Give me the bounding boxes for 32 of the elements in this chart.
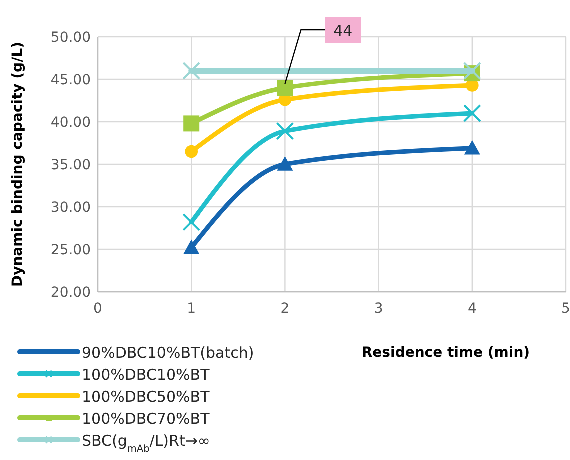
x-tick-label: 0 <box>94 301 102 317</box>
point <box>184 240 200 254</box>
y-tick-label: 35.00 <box>50 158 91 174</box>
point <box>463 104 482 122</box>
point <box>463 62 482 80</box>
legend-label: SBC(g$_{mAb}$/L)Rt→∞ <box>82 432 210 454</box>
y-tick-label: 50.00 <box>50 30 91 46</box>
legend-label: 100%DBC70%BT <box>82 410 211 428</box>
point <box>276 122 294 140</box>
point <box>182 213 201 232</box>
y-axis-title: Dynamic binding capacity (g/L) <box>10 42 26 288</box>
legend-label: 100%DBC50%BT <box>82 388 211 406</box>
x-tick-label: 2 <box>280 301 290 317</box>
y-tick-label: 25.00 <box>50 242 91 258</box>
point <box>277 156 294 171</box>
legend-label: 100%DBC10%BT <box>82 366 211 384</box>
y-tick-label: 40.00 <box>50 115 91 131</box>
y-tick-label: 45.00 <box>50 72 91 88</box>
annotation: 44 <box>334 22 353 40</box>
legend-label: 90%DBC10%BT(batch) <box>82 344 254 362</box>
point <box>182 62 201 80</box>
x-tick-label: 4 <box>468 301 477 317</box>
x-tick-label: 5 <box>562 301 570 317</box>
y-tick-label: 30.00 <box>50 200 91 216</box>
point <box>464 140 480 155</box>
x-tick-label: 3 <box>374 301 384 317</box>
y-tick-label: 20.00 <box>50 285 91 301</box>
point <box>277 80 294 96</box>
x-tick-label: 1 <box>187 301 196 317</box>
point <box>184 116 200 132</box>
point <box>185 145 198 158</box>
x-axis-title: Residence time (min) <box>362 345 530 361</box>
